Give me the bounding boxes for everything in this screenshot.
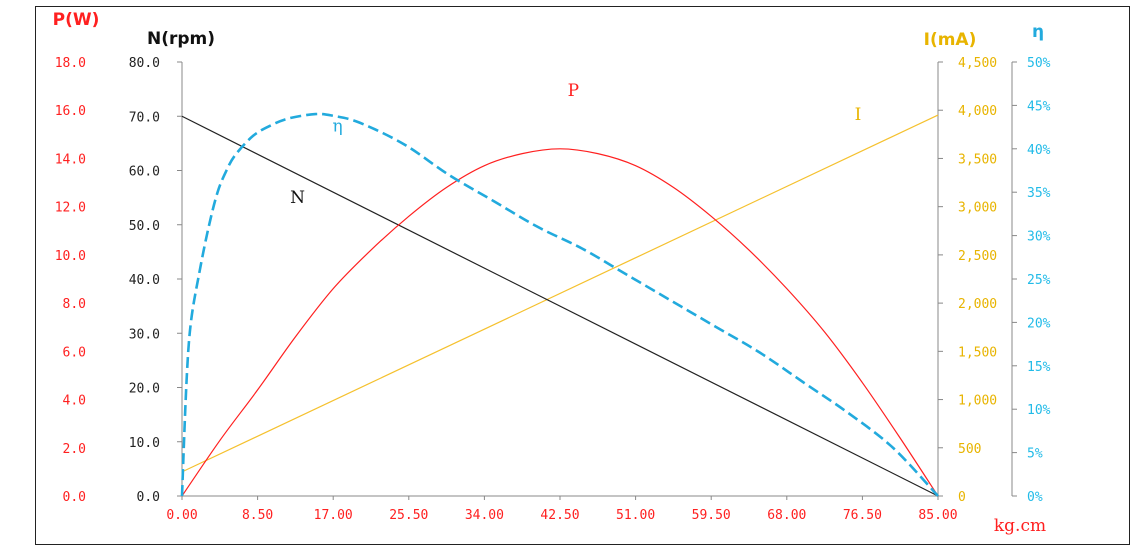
series-label-P: P — [568, 81, 579, 101]
series-line-I — [181, 114, 939, 473]
eta-axis-title: η — [1032, 22, 1044, 42]
N-tick-label: 60.0 — [129, 165, 160, 180]
I-tick-label: 2,000 — [958, 297, 997, 312]
x-axis-title: kg.cm — [994, 516, 1046, 536]
P-tick-label: 2.0 — [63, 442, 86, 457]
I-tick-label: 0 — [958, 490, 966, 505]
I-tick-label: 500 — [958, 442, 981, 457]
i-axis-title: I(mA) — [924, 30, 977, 50]
n-axis-title: N(rpm) — [147, 29, 215, 49]
I-tick-label: 1,000 — [958, 394, 997, 409]
P-tick-label: 8.0 — [63, 297, 86, 312]
N-tick-label: 10.0 — [129, 436, 160, 451]
I-tick-label: 2,500 — [958, 249, 997, 264]
x-tick-label: 34.00 — [465, 508, 504, 523]
x-tick-label: 17.00 — [314, 508, 353, 523]
N-tick-label: 40.0 — [129, 273, 160, 288]
series-label-eta: η — [333, 116, 343, 136]
P-tick-label: 12.0 — [55, 201, 86, 216]
eta-tick-label: 45% — [1027, 99, 1051, 114]
p-axis-title: P(W) — [53, 10, 100, 30]
x-tick-label: 51.00 — [616, 508, 655, 523]
series-label-I: I — [855, 105, 862, 125]
x-tick-label: 25.50 — [389, 508, 428, 523]
eta-tick-label: 15% — [1027, 360, 1051, 375]
x-tick-label: 0.00 — [166, 508, 197, 523]
I-tick-label: 1,500 — [958, 345, 997, 360]
eta-tick-label: 25% — [1027, 273, 1051, 288]
P-tick-label: 0.0 — [63, 490, 86, 505]
eta-tick-label: 0% — [1027, 490, 1043, 505]
I-tick-label: 4,000 — [958, 104, 997, 119]
N-tick-label: 70.0 — [129, 110, 160, 125]
eta-tick-label: 50% — [1027, 56, 1051, 71]
P-tick-label: 16.0 — [55, 104, 86, 119]
eta-tick-label: 10% — [1027, 403, 1051, 418]
N-tick-label: 0.0 — [137, 490, 160, 505]
series-label-N: N — [290, 188, 305, 208]
I-tick-label: 3,500 — [958, 152, 997, 167]
eta-tick-label: 5% — [1027, 447, 1043, 462]
N-tick-label: 50.0 — [129, 219, 160, 234]
x-tick-label: 59.50 — [692, 508, 731, 523]
P-tick-label: 18.0 — [55, 56, 86, 71]
P-tick-label: 10.0 — [55, 249, 86, 264]
P-tick-label: 14.0 — [55, 152, 86, 167]
P-tick-label: 6.0 — [63, 345, 86, 360]
eta-tick-label: 20% — [1027, 316, 1051, 331]
I-tick-label: 3,000 — [958, 201, 997, 216]
series-line-eta — [180, 112, 939, 497]
I-tick-label: 4,500 — [958, 56, 997, 71]
x-tick-label: 68.00 — [767, 508, 806, 523]
chart-frame — [35, 6, 1130, 545]
eta-tick-label: 30% — [1027, 230, 1051, 245]
P-tick-label: 4.0 — [63, 394, 86, 409]
series-line-N — [181, 115, 939, 497]
x-tick-label: 76.50 — [843, 508, 882, 523]
eta-tick-label: 40% — [1027, 143, 1051, 158]
x-tick-label: 85.00 — [918, 508, 957, 523]
eta-tick-label: 35% — [1027, 186, 1051, 201]
N-tick-label: 20.0 — [129, 382, 160, 397]
x-tick-label: 8.50 — [242, 508, 273, 523]
N-tick-label: 30.0 — [129, 327, 160, 342]
x-tick-label: 42.50 — [540, 508, 579, 523]
N-tick-label: 80.0 — [129, 56, 160, 71]
series-line-P — [181, 148, 939, 497]
